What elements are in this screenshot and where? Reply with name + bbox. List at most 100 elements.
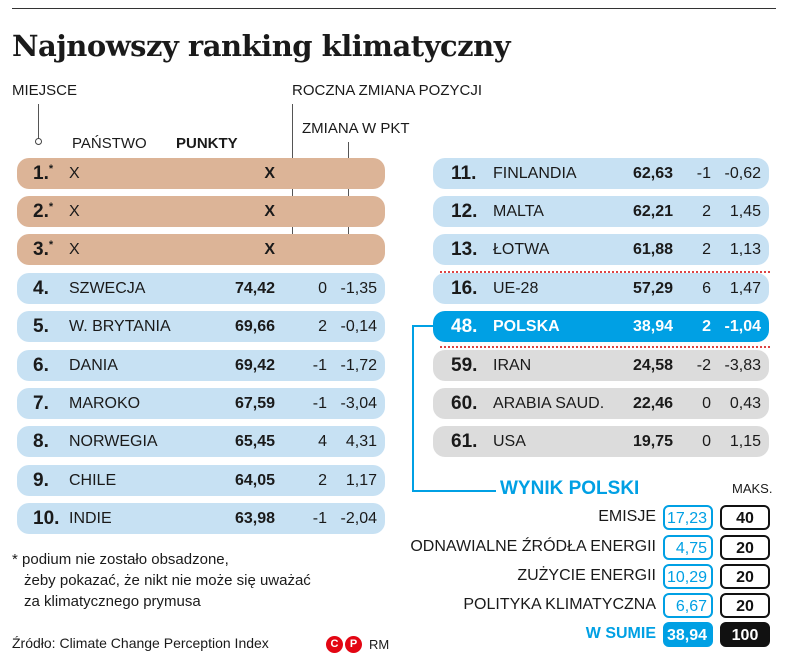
points-change-cell: 1,13 <box>729 241 761 258</box>
points-cell: 38,94 <box>632 318 673 335</box>
points-cell: 69,66 <box>234 318 275 335</box>
table-row: 3.* X X <box>17 234 385 265</box>
table-row: 48. POLSKA 38,94 2 -1,04 <box>433 311 769 342</box>
rank-cell: 7. <box>33 388 49 419</box>
rank-number: 10. <box>33 508 60 529</box>
points-cell: X <box>264 241 275 258</box>
rank-cell: 2.* <box>33 196 53 227</box>
score-label: EMISJE <box>598 508 656 525</box>
label-punkty: PUNKTY <box>176 135 238 152</box>
points-cell: 69,42 <box>234 357 275 374</box>
footnote-line-3: za klimatycznego prymusa <box>24 593 201 610</box>
rank-number: 7. <box>33 393 49 414</box>
miejsce-leader-dot <box>35 138 42 145</box>
label-roczna-zmiana: ROCZNA ZMIANA POZYCJI <box>292 82 483 99</box>
table-row: 2.* X X <box>17 196 385 227</box>
table-row: 16. UE-28 57,29 6 1,47 <box>433 273 769 304</box>
points-cell: 19,75 <box>632 433 673 450</box>
position-change-cell: 6 <box>702 280 711 297</box>
points-change-cell: 0,43 <box>729 395 761 412</box>
points-change-cell: -3,04 <box>340 395 377 412</box>
footnote-line-2: żeby pokazać, że nikt nie może się uważa… <box>24 572 311 589</box>
rank-cell: 59. <box>451 355 478 376</box>
points-change-cell: -1,35 <box>340 280 377 297</box>
country-cell: W. BRYTANIA <box>69 318 171 335</box>
table-row: 9. CHILE 64,05 2 1,17 <box>17 465 385 496</box>
score-label: ODNAWIALNE ŹRÓDŁA ENERGII <box>410 538 656 555</box>
country-cell: INDIE <box>69 510 112 527</box>
country-cell: X <box>69 203 80 220</box>
points-change-cell: -0,14 <box>340 318 377 335</box>
table-row: 61. USA 19,75 0 1,15 <box>433 426 769 457</box>
table-row: 7. MAROKO 67,59 -1 -3,04 <box>17 388 385 419</box>
table-row: 12. MALTA 62,21 2 1,45 <box>433 196 769 227</box>
rank-cell: 12. <box>451 201 478 222</box>
score-label: POLITYKA KLIMATYCZNA <box>463 596 656 613</box>
table-row: 6. DANIA 69,42 -1 -1,72 <box>17 350 385 381</box>
rank-cell: 10. <box>33 503 59 534</box>
logo-p-icon: P <box>345 636 362 653</box>
points-change-cell: -1,72 <box>340 357 377 374</box>
separator-top <box>440 271 770 273</box>
points-cell: 57,29 <box>632 280 673 297</box>
score-max: 20 <box>720 535 770 560</box>
label-miejsce: MIEJSCE <box>12 82 78 99</box>
connector-h1 <box>412 325 436 327</box>
sum-value: 38,94 <box>663 622 713 647</box>
position-change-cell: -2 <box>696 357 711 374</box>
source: Źródło: Climate Change Perception Index <box>12 635 269 651</box>
country-cell: POLSKA <box>493 318 560 335</box>
rank-number: 9. <box>33 470 49 491</box>
country-cell: MALTA <box>493 203 544 220</box>
position-change-cell: 0 <box>702 395 711 412</box>
points-cell: 22,46 <box>632 395 673 412</box>
rank-cell: 5. <box>33 311 49 342</box>
rank-number: 4. <box>33 278 49 299</box>
rank-cell: 11. <box>451 163 477 184</box>
score-value: 17,23 <box>663 505 713 530</box>
points-change-cell: -3,83 <box>724 357 761 374</box>
country-cell: FINLANDIA <box>493 165 577 182</box>
points-cell: 64,05 <box>234 472 275 489</box>
score-max: 20 <box>720 593 770 618</box>
score-max: 20 <box>720 564 770 589</box>
table-row: 10. INDIE 63,98 -1 -2,04 <box>17 503 385 534</box>
rank-cell: 9. <box>33 465 49 496</box>
points-cell: X <box>264 203 275 220</box>
rank-number: 3. <box>33 239 49 260</box>
rank-star: * <box>48 201 54 213</box>
country-cell: X <box>69 241 80 258</box>
position-change-cell: -1 <box>312 357 327 374</box>
chart-title: Najnowszy ranking klimatyczny <box>12 29 511 63</box>
country-cell: IRAN <box>493 357 532 374</box>
table-row: 8. NORWEGIA 65,45 4 4,31 <box>17 426 385 457</box>
table-row: 4. SZWECJA 74,42 0 -1,35 <box>17 273 385 304</box>
maks-label: MAKS. <box>732 481 773 496</box>
score-value: 6,67 <box>663 593 713 618</box>
rank-star: * <box>48 163 54 175</box>
country-cell: DANIA <box>69 357 118 374</box>
points-cell: 74,42 <box>234 280 275 297</box>
points-change-cell: -2,04 <box>340 510 377 527</box>
points-cell: 62,21 <box>632 203 673 220</box>
sum-label: W SUMIE <box>585 625 656 642</box>
points-change-cell: 1,47 <box>729 280 761 297</box>
table-row: 5. W. BRYTANIA 69,66 2 -0,14 <box>17 311 385 342</box>
table-row: 59. IRAN 24,58 -2 -3,83 <box>433 350 769 381</box>
miejsce-leader <box>38 104 39 140</box>
points-change-cell: 1,17 <box>345 472 377 489</box>
points-change-cell: -1,04 <box>724 318 761 335</box>
label-zmiana-pkt: ZMIANA W PKT <box>302 120 410 137</box>
points-cell: 61,88 <box>632 241 673 258</box>
position-change-cell: -1 <box>696 165 711 182</box>
score-label: ZUŻYCIE ENERGII <box>517 567 656 584</box>
points-change-cell: 1,15 <box>729 433 761 450</box>
position-change-cell: 2 <box>318 318 327 335</box>
label-panstwo: PAŃSTWO <box>72 135 147 152</box>
rank-cell: 48. <box>451 316 478 337</box>
position-change-cell: 0 <box>318 280 327 297</box>
position-change-cell: 2 <box>318 472 327 489</box>
table-row: 13. ŁOTWA 61,88 2 1,13 <box>433 234 769 265</box>
rank-number: 5. <box>33 316 49 337</box>
points-cell: 24,58 <box>632 357 673 374</box>
